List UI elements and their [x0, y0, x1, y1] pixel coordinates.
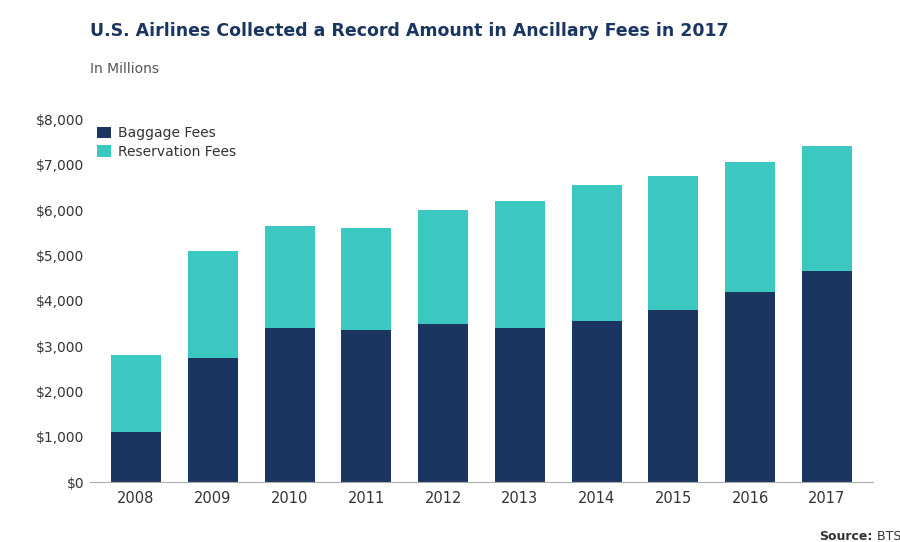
Bar: [418, 324, 468, 482]
Text: BTS, U.S. Global Investors: BTS, U.S. Global Investors: [873, 530, 900, 542]
Bar: [572, 321, 622, 482]
Bar: [649, 310, 698, 482]
Bar: [265, 328, 314, 482]
Bar: [265, 226, 314, 328]
Bar: [495, 328, 544, 482]
Bar: [802, 146, 852, 272]
Bar: [418, 210, 468, 324]
Bar: [111, 356, 161, 433]
Text: In Millions: In Millions: [90, 62, 159, 76]
Bar: [341, 330, 392, 482]
Text: Source:: Source:: [820, 530, 873, 542]
Legend: Baggage Fees, Reservation Fees: Baggage Fees, Reservation Fees: [97, 126, 236, 159]
Bar: [495, 201, 544, 328]
Bar: [725, 292, 775, 482]
Bar: [725, 163, 775, 292]
Bar: [649, 176, 698, 310]
Bar: [802, 272, 852, 482]
Text: U.S. Airlines Collected a Record Amount in Ancillary Fees in 2017: U.S. Airlines Collected a Record Amount …: [90, 22, 729, 40]
Bar: [111, 433, 161, 482]
Bar: [341, 228, 392, 330]
Bar: [188, 358, 238, 482]
Bar: [572, 185, 622, 321]
Bar: [188, 251, 238, 358]
